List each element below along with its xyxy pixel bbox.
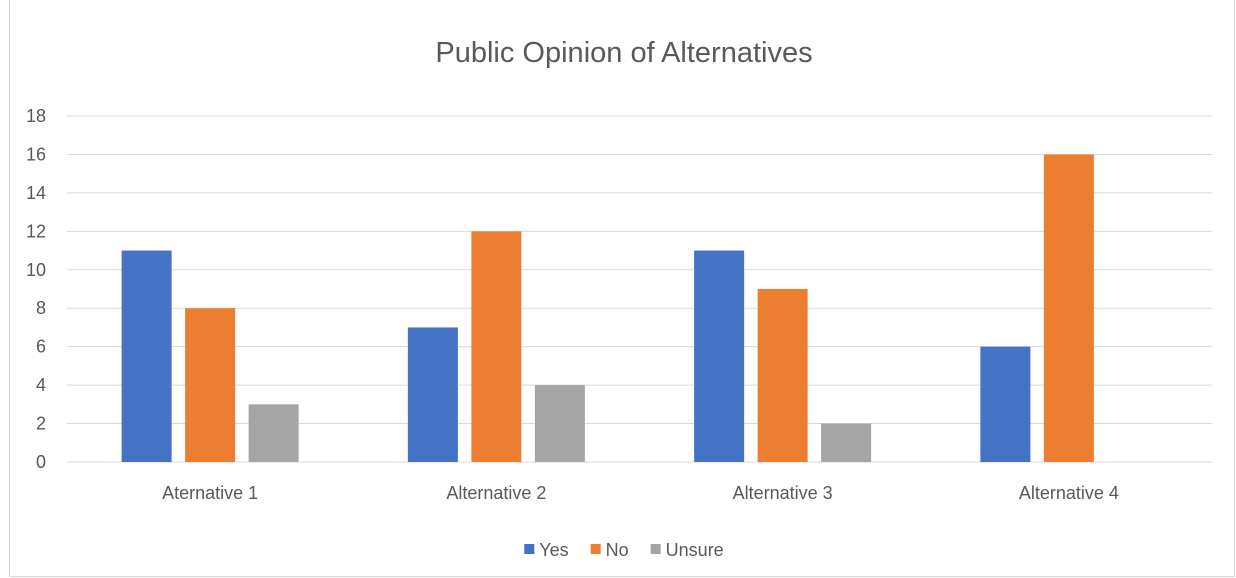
x-tick-label: Alternative 3 (733, 483, 833, 503)
bar-no-1 (185, 308, 236, 462)
y-tick-label: 2 (36, 414, 46, 434)
bar-no-4 (1043, 154, 1094, 462)
bar-yes-3 (694, 250, 745, 462)
bar-no-3 (757, 289, 808, 462)
y-tick-label: 12 (26, 221, 46, 241)
legend-item-unsure: Unsure (650, 540, 724, 560)
y-tick-label: 6 (36, 337, 46, 357)
y-tick-label: 14 (26, 183, 46, 203)
legend-label: Yes (539, 540, 568, 560)
legend-swatch (524, 544, 535, 554)
bar-yes-1 (121, 250, 172, 462)
bars (121, 154, 1094, 462)
legend-label: Unsure (666, 540, 724, 560)
x-tick-label: Alternative 2 (446, 483, 546, 503)
chart-title: Public Opinion of Alternatives (435, 37, 812, 69)
bar-unsure-2 (534, 385, 585, 462)
bar-no-2 (471, 231, 522, 462)
y-tick-label: 0 (36, 452, 46, 472)
x-axis-ticks: Aternative 1 Alternative 2 Alternative 3 Al… (162, 483, 1119, 503)
gridlines (67, 115, 1212, 463)
legend-swatch (590, 544, 601, 554)
legend-label: No (606, 540, 629, 560)
bar-yes-4 (980, 346, 1031, 462)
y-tick-label: 18 (26, 106, 46, 126)
y-tick-label: 10 (26, 260, 46, 280)
bar-unsure-3 (821, 423, 872, 462)
legend: Yes No Unsure (524, 540, 724, 560)
legend-item-yes: Yes (524, 540, 569, 560)
legend-item-no: No (590, 540, 629, 560)
bar-yes-2 (407, 327, 458, 462)
bar-unsure-1 (248, 404, 299, 462)
legend-swatch (650, 544, 661, 554)
y-tick-label: 8 (36, 298, 46, 318)
x-tick-label: Alternative 4 (1019, 483, 1119, 503)
chart-frame (9, 0, 1235, 577)
y-tick-label: 4 (36, 375, 46, 395)
y-axis-ticks: 0 2 4 6 8 10 12 14 16 18 (26, 106, 46, 472)
y-tick-label: 16 (26, 144, 46, 164)
x-tick-label: Aternative 1 (162, 483, 258, 503)
